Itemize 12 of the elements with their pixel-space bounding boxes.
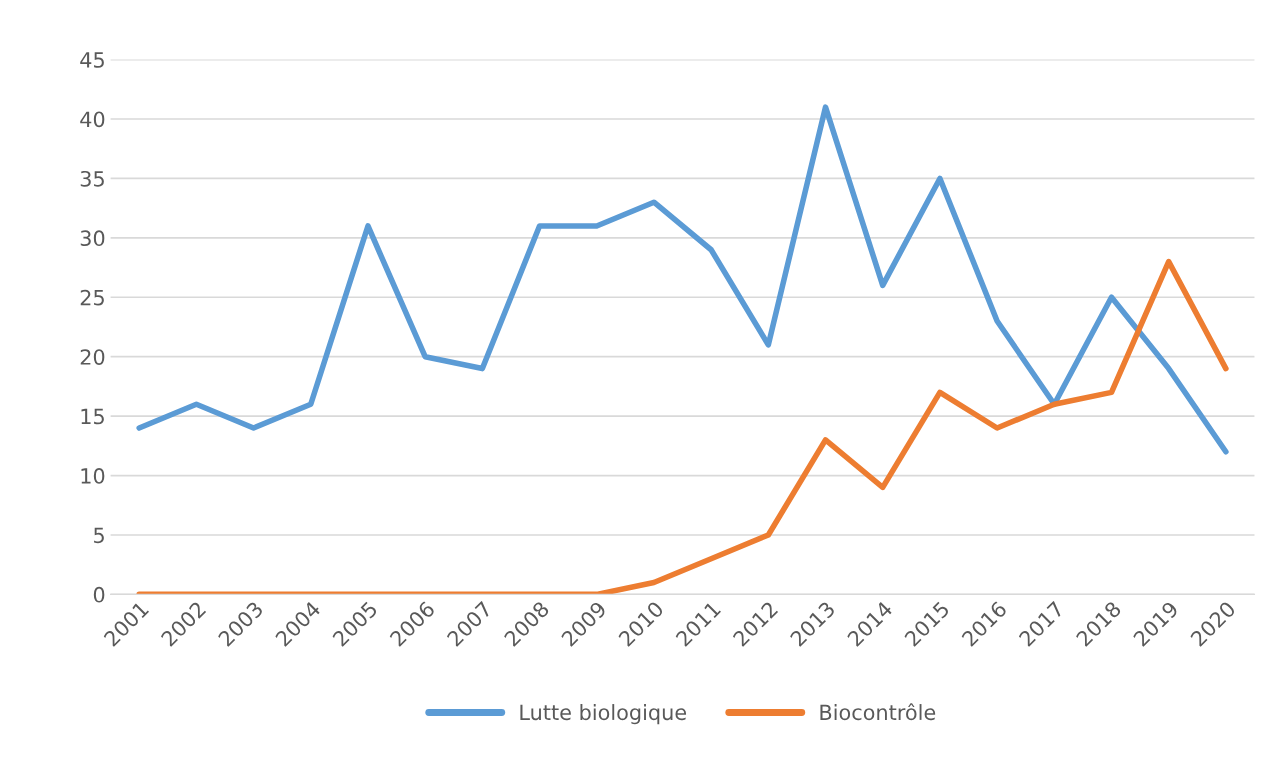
- y-tick-label: 15: [81, 408, 104, 425]
- y-tick-label: 45: [80, 52, 104, 68]
- legend-label: Biocontrôle: [820, 703, 936, 721]
- y-tick-label: 10: [81, 468, 105, 484]
- y-tick-label: 30: [80, 230, 105, 247]
- y-tick-label: 5: [94, 527, 104, 544]
- y-tick-label: 40: [80, 111, 105, 128]
- y-tick-label: 0: [93, 586, 105, 603]
- y-tick-label: 25: [80, 289, 104, 306]
- y-tick-label: 20: [80, 349, 105, 365]
- y-tick-label: 35: [80, 170, 104, 187]
- legend-label: Lutte biologique: [520, 704, 687, 725]
